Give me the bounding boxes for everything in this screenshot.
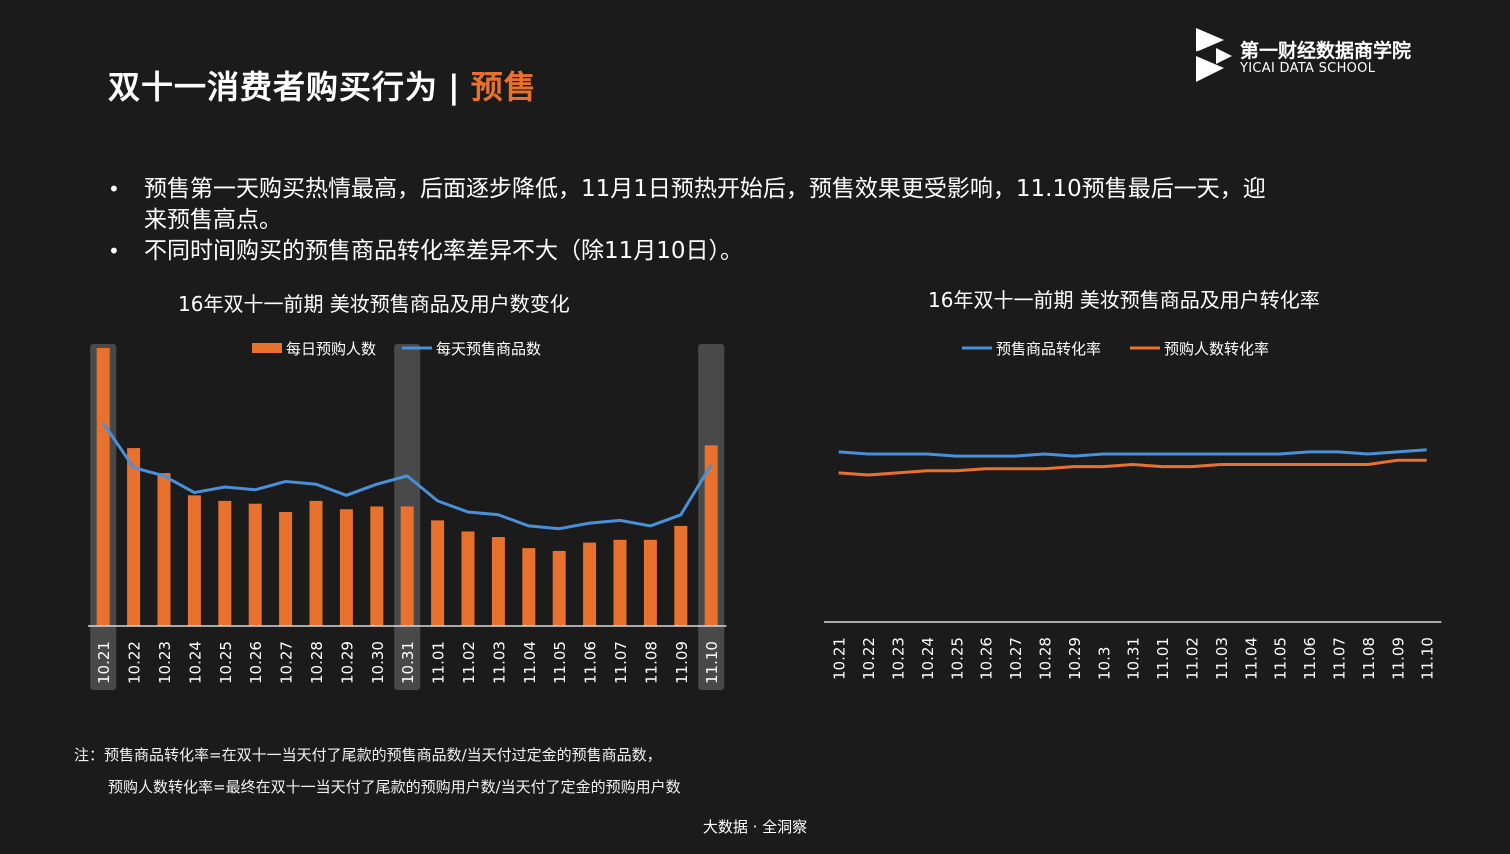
bar-10.29 — [339, 509, 353, 626]
bar-10.27 — [279, 512, 293, 626]
x-tick-11.01: 11.01 — [1154, 637, 1172, 680]
x-tick-11.04: 11.04 — [1242, 637, 1260, 680]
x-tick-10.23: 10.23 — [156, 641, 174, 684]
x-tick-10.29: 10.29 — [338, 641, 356, 684]
bar-10.30 — [370, 506, 384, 626]
x-tick-10.25: 10.25 — [948, 637, 966, 680]
logo-mark-icon — [1195, 28, 1232, 82]
line-每天预售商品数 — [101, 422, 713, 531]
legend-line-label: 每天预售商品数 — [436, 340, 541, 358]
left-chart-legend: 每日预购人数 每天预售商品数 — [252, 340, 541, 358]
title-separator: | — [448, 68, 461, 106]
note-line-2: 预购人数转化率=最终在双十一当天付了尾款的预购用户数/当天付了定金的预购用户数 — [108, 778, 681, 796]
legend-line-label: 预购人数转化率 — [1164, 340, 1269, 358]
right-chart-legend: 预售商品转化率 预购人数转化率 — [962, 340, 1269, 358]
x-tick-10.27: 10.27 — [1007, 637, 1025, 680]
x-tick-11.06: 11.06 — [1301, 637, 1319, 680]
x-tick-11.10: 11.10 — [1419, 637, 1437, 680]
x-tick-10.24: 10.24 — [919, 637, 937, 680]
bar-10.26 — [248, 503, 262, 626]
x-tick-10.21: 10.21 — [831, 637, 849, 680]
bar-10.22 — [127, 448, 141, 626]
x-tick-10.23: 10.23 — [890, 637, 908, 680]
x-tick-11.06: 11.06 — [582, 641, 600, 684]
x-tick-11.09: 11.09 — [673, 641, 691, 684]
bar-11.03 — [491, 537, 505, 626]
bar-10.31 — [400, 506, 414, 626]
x-tick-11.02: 11.02 — [1184, 637, 1202, 680]
bar-11.01 — [431, 520, 445, 626]
legend-bar-swatch — [252, 343, 282, 353]
x-tick-11.04: 11.04 — [521, 641, 539, 684]
x-tick-10.26: 10.26 — [247, 641, 265, 684]
legend-bar-label: 每日预购人数 — [286, 340, 376, 358]
bar-11.07 — [613, 539, 627, 626]
bar-10.28 — [309, 500, 323, 626]
brand-logo: 第一财经数据商学院 YICAI DATA SCHOOL — [1194, 26, 1424, 86]
x-tick-11.03: 11.03 — [490, 641, 508, 684]
key-findings-list: • 预售第一天购买热情最高，后面逐步降低，11月1日预热开始后，预售效果更受影响… — [108, 174, 1288, 267]
x-tick-11.08: 11.08 — [1360, 637, 1378, 680]
line-预购人数转化率 — [838, 458, 1427, 477]
x-tick-10.30: 10.30 — [369, 641, 387, 684]
x-tick-11.02: 11.02 — [460, 641, 478, 684]
line-预售商品转化率 — [838, 448, 1427, 458]
x-tick-11.09: 11.09 — [1389, 637, 1407, 680]
bar-10.23 — [157, 473, 171, 626]
presale-volume-chart: 10.21 10.22 10.23 10.24 10.25 10.26 10.27 10.28… — [88, 340, 727, 690]
logo-name-cn: 第一财经数据商学院 — [1240, 40, 1412, 62]
x-tick-11.07: 11.07 — [1331, 637, 1349, 680]
bar-11.02 — [461, 531, 475, 626]
finding-text: 不同时间购买的预售商品转化率差异不大（除11月10日）。 — [144, 238, 744, 264]
x-tick-11.03: 11.03 — [1213, 637, 1231, 680]
conversion-rate-chart: 10.21 10.22 10.23 10.24 10.25 10.26 10.27 10.28… — [824, 340, 1442, 680]
bar-11.04 — [522, 548, 536, 626]
bar-11.05 — [552, 550, 566, 626]
x-tick-11.05: 11.05 — [551, 641, 569, 684]
right-chart-title: 16年双十一前期 美妆预售商品及用户转化率 — [928, 288, 1320, 312]
finding-item: • 预售第一天购买热情最高，后面逐步降低，11月1日预热开始后，预售效果更受影响… — [108, 174, 1288, 236]
x-tick-11.10: 11.10 — [703, 641, 721, 684]
bullet-dot: • — [108, 177, 120, 201]
finding-text: 预售第一天购买热情最高，后面逐步降低，11月1日预热开始后，预售效果更受影响，1… — [144, 176, 1266, 233]
x-tick-10.21: 10.21 — [95, 641, 113, 684]
x-tick-10.29: 10.29 — [1066, 637, 1084, 680]
x-tick-10.25: 10.25 — [217, 641, 235, 684]
bar-10.24 — [187, 495, 201, 626]
x-tick-10.22: 10.22 — [126, 641, 144, 684]
x-tick-10.24: 10.24 — [186, 641, 204, 684]
logo-name-en: YICAI DATA SCHOOL — [1240, 61, 1376, 76]
bullet-dot: • — [108, 239, 120, 263]
x-tick-10.31: 10.31 — [1125, 637, 1143, 680]
finding-item: • 不同时间购买的预售商品转化率差异不大（除11月10日）。 — [108, 236, 1288, 267]
bar-11.08 — [643, 539, 657, 626]
title-accent: 预售 — [470, 68, 537, 106]
x-tick-10.31: 10.31 — [399, 641, 417, 684]
bar-11.09 — [674, 525, 688, 626]
note-line-1: 注：预售商品转化率=在双十一当天付了尾款的预售商品数/当天付过定金的预售商品数， — [74, 746, 662, 764]
page-title: 双十一消费者购买行为 | 预售 — [108, 62, 537, 108]
x-tick-11.08: 11.08 — [642, 641, 660, 684]
bar-11.10 — [704, 445, 718, 626]
x-tick-10.26: 10.26 — [978, 637, 996, 680]
bar-10.25 — [218, 500, 232, 626]
left-chart-title: 16年双十一前期 美妆预售商品及用户数变化 — [178, 292, 570, 316]
bar-11.06 — [583, 542, 597, 626]
x-tick-10.3: 10.3 — [1095, 647, 1113, 680]
x-tick-10.28: 10.28 — [308, 641, 326, 684]
x-tick-10.22: 10.22 — [860, 637, 878, 680]
bar-10.21 — [96, 348, 110, 626]
x-tick-10.28: 10.28 — [1037, 637, 1055, 680]
footer-slogan: 大数据 · 全洞察 — [702, 818, 808, 836]
title-main: 双十一消费者购买行为 — [108, 68, 439, 106]
x-tick-11.01: 11.01 — [430, 641, 448, 684]
x-tick-11.07: 11.07 — [612, 641, 630, 684]
legend-line-label: 预售商品转化率 — [996, 340, 1101, 358]
x-tick-11.05: 11.05 — [1272, 637, 1290, 680]
x-tick-10.27: 10.27 — [278, 641, 296, 684]
